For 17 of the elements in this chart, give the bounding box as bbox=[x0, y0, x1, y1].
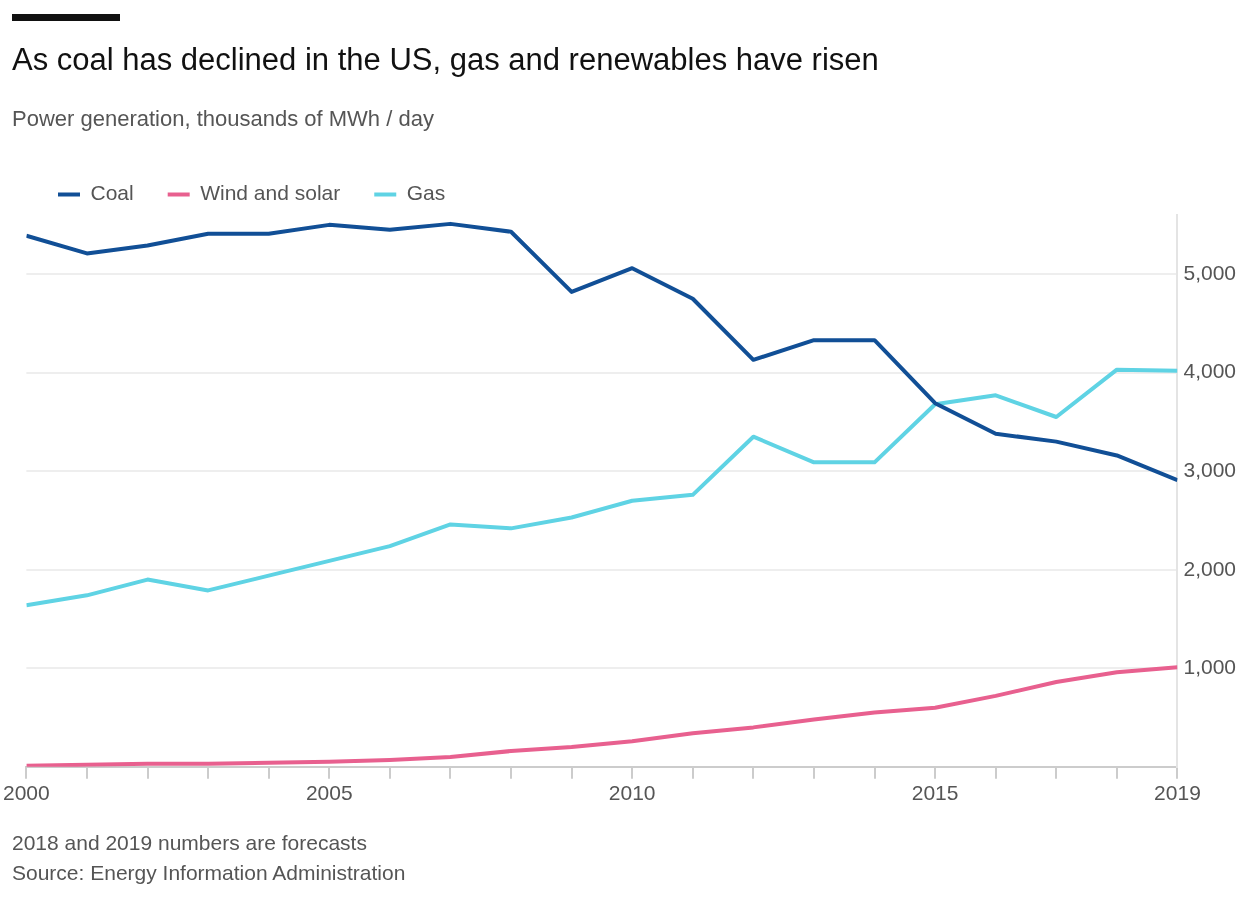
legend-label: Gas bbox=[406, 181, 446, 205]
y-tick-label: 5,000 bbox=[1183, 260, 1237, 284]
y-tick-label: 4,000 bbox=[1183, 359, 1237, 383]
legend-label: Coal bbox=[90, 181, 134, 205]
y-tick-label: 1,000 bbox=[1183, 655, 1237, 679]
chart-title: As coal has declined in the US, gas and renewables have risen bbox=[12, 42, 879, 78]
x-tick-label: 2019 bbox=[1154, 781, 1201, 805]
y-tick-label: 2,000 bbox=[1183, 556, 1237, 580]
x-tick-label: 2000 bbox=[3, 781, 50, 805]
x-tick-label: 2010 bbox=[608, 781, 656, 805]
x-tick-label: 2015 bbox=[911, 781, 959, 805]
text: 2018 and 2019 numbers are forecasts bbox=[12, 830, 368, 856]
chart-subtitle: Power generation, thousands of MWh / day bbox=[12, 106, 434, 132]
x-tick-label: 2005 bbox=[305, 781, 353, 805]
legend-label: Wind and solar bbox=[200, 181, 341, 205]
source-note: Source: Energy Information Administration bbox=[12, 860, 406, 886]
y-tick-label: 3,000 bbox=[1183, 457, 1237, 481]
